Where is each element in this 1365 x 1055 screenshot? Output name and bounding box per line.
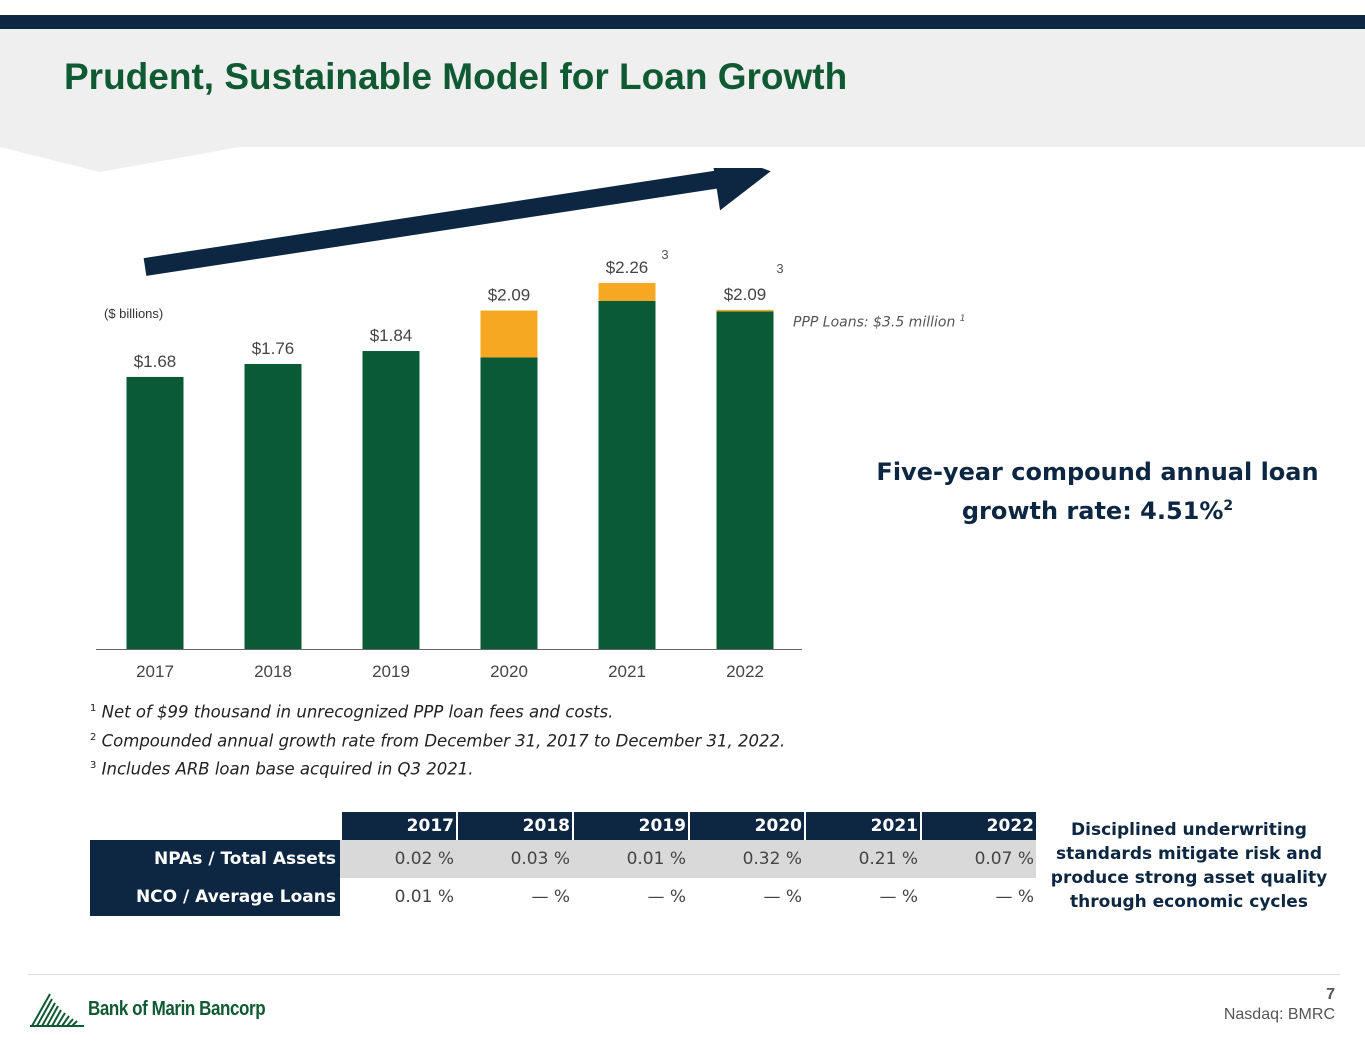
x-tick-label: 2022	[726, 662, 764, 681]
label-superscript: 3	[776, 261, 783, 276]
table-row-nco: NCO / Average Loans 0.01 % — % — % — % —…	[90, 878, 1036, 916]
year-header: 2018	[456, 812, 572, 840]
bar-segment-core	[716, 311, 774, 649]
ticker-label: Nasdaq: BMRC	[1223, 1006, 1335, 1023]
footer-divider	[28, 974, 1340, 975]
bar-segment-core	[244, 363, 302, 649]
year-header: 2017	[340, 812, 456, 840]
footnote-1: 1 Net of $99 thousand in unrecognized PP…	[90, 702, 614, 722]
table-cell: — %	[995, 887, 1034, 907]
growth-arrow: Total Loans	[143, 168, 771, 276]
table-cell: 0.01 %	[572, 840, 688, 878]
table-cell: — %	[647, 887, 686, 907]
x-tick-label: 2017	[136, 662, 174, 681]
x-tick-label: 2018	[254, 662, 292, 681]
bar-segment-ppp	[598, 283, 656, 301]
footnote-2: 2 Compounded annual growth rate from Dec…	[90, 731, 786, 750]
data-label: $2.09	[488, 286, 531, 305]
table-cell: 0.02 %	[340, 840, 456, 878]
top-accent-bar	[0, 15, 1365, 29]
table-cell: 0.32 %	[688, 840, 804, 878]
footnotes: 1 Net of $99 thousand in unrecognized PP…	[90, 696, 785, 782]
cagr-callout: Five-year compound annual loan growth ra…	[876, 458, 1319, 525]
table-cell: 0.21 %	[804, 840, 920, 878]
row-label: NPAs / Total Assets	[90, 840, 340, 878]
x-tick-label: 2021	[608, 662, 646, 681]
asset-quality-table: 2017 2018 2019 2020 2021 2022 NPAs / Tot…	[90, 812, 1036, 916]
data-label: $1.76	[252, 339, 295, 358]
company-name: Bank of Marin Bancorp	[88, 997, 266, 1020]
year-header: 2020	[688, 812, 804, 840]
table-header-row: 2017 2018 2019 2020 2021 2022	[90, 812, 1036, 840]
total-loans-chart: $1.68 2017 $1.76 2018 $1.84 2019 $2.09 2020 $2.2…	[96, 247, 802, 681]
page-number: 7	[1326, 986, 1335, 1003]
slide-title: Prudent, Sustainable Model for Loan Grow…	[64, 56, 848, 97]
data-label: $1.68	[134, 352, 177, 371]
table-cell: 0.01 %	[394, 887, 454, 907]
header-band	[0, 29, 1365, 147]
underwriting-callout: Disciplined underwriting standards mitig…	[1050, 820, 1328, 912]
header-notch	[0, 147, 240, 172]
table-cell: 0.07 %	[920, 840, 1036, 878]
company-logo: Bank of Marin Bancorp	[30, 990, 296, 1028]
data-label: $2.09	[724, 285, 767, 304]
bar-segment-core	[126, 376, 184, 649]
bar-segment-core	[480, 357, 538, 649]
table-corner	[90, 812, 340, 840]
table-cell: 0.03 %	[456, 840, 572, 878]
data-label: $2.26	[606, 258, 649, 277]
mountain-logo-icon	[30, 993, 84, 1027]
x-tick-label: 2020	[490, 662, 528, 681]
units-label: ($ billions)	[104, 306, 164, 321]
table-cell: — %	[879, 887, 918, 907]
bar-segment-ppp	[480, 310, 538, 358]
label-superscript: 3	[661, 247, 668, 262]
x-tick-label: 2019	[372, 662, 410, 681]
year-header: 2019	[572, 812, 688, 840]
table-cell: — %	[763, 887, 802, 907]
bar-segment-ppp	[716, 309, 774, 312]
table-row-npas: NPAs / Total Assets 0.02 % 0.03 % 0.01 %…	[90, 840, 1036, 878]
year-header: 2021	[804, 812, 920, 840]
ppp-note: PPP Loans: $3.5 million 1	[793, 314, 966, 331]
bar-segment-core	[362, 351, 420, 649]
year-header: 2022	[920, 812, 1036, 840]
table-cell: — %	[531, 887, 570, 907]
row-label: NCO / Average Loans	[90, 878, 340, 916]
bar-segment-core	[598, 300, 656, 649]
data-label: $1.84	[370, 326, 413, 345]
footnote-3: 3 Includes ARB loan base acquired in Q3 …	[90, 759, 474, 779]
